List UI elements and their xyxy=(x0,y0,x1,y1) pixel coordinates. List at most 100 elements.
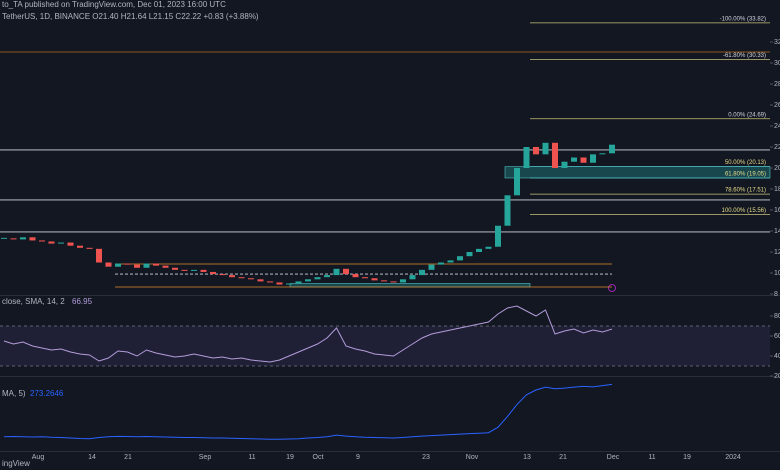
y-tick-label: 16 xyxy=(774,207,780,214)
fib-label: 100.00% (15.56) xyxy=(722,208,766,214)
candle-body xyxy=(523,147,530,168)
candle-body xyxy=(267,281,273,283)
rsi-band xyxy=(0,326,770,366)
candle-body xyxy=(400,279,406,283)
candle-body xyxy=(381,280,387,282)
candle-body xyxy=(10,238,17,240)
candle-body xyxy=(428,264,435,270)
candle-body xyxy=(504,195,511,226)
indicator-name: MA, 5) xyxy=(2,389,26,398)
rsi-name: close, SMA, 14, 2 xyxy=(2,297,65,306)
candle-body xyxy=(533,147,539,155)
fib-label: -61.80% (30.33) xyxy=(723,53,766,59)
x-tick-label: 2024 xyxy=(725,454,741,461)
x-tick-label: 11 xyxy=(648,454,655,461)
x-tick-label: Oct xyxy=(313,454,324,461)
candle-body xyxy=(552,142,558,168)
candle-body xyxy=(352,274,359,278)
x-tick-label: Dec xyxy=(607,454,620,461)
x-tick-label: 21 xyxy=(559,454,567,461)
candle-body xyxy=(124,263,131,265)
candle-body xyxy=(67,242,74,246)
candle-body xyxy=(495,225,501,247)
chart-title: to_TA published on TradingView.com, Dec … xyxy=(2,0,226,9)
candle-body xyxy=(229,275,235,278)
candle-body xyxy=(181,269,188,271)
candle-body xyxy=(134,264,140,268)
y-tick-label: 30 xyxy=(774,60,780,67)
fib-label: -100.00% (33.82) xyxy=(720,16,766,22)
candle-body xyxy=(343,268,349,275)
y-tick-label: 28 xyxy=(774,81,780,88)
rsi-value: 66.95 xyxy=(72,297,93,306)
candle-body xyxy=(77,245,83,248)
candle-body xyxy=(286,283,292,285)
indicator-line xyxy=(3,383,613,440)
x-tick-label: 19 xyxy=(286,454,294,461)
candle-body xyxy=(295,281,302,284)
y-tick-label: 24 xyxy=(774,123,780,130)
y-tick-label: 18 xyxy=(774,186,780,193)
candle-body xyxy=(48,241,55,244)
candle-body xyxy=(238,277,245,279)
candle-body xyxy=(191,269,197,271)
fib-label: 61.80% (19.05) xyxy=(725,172,766,178)
candle-body xyxy=(105,262,112,267)
candle-body xyxy=(390,281,397,283)
x-tick-label: Nov xyxy=(466,454,479,461)
x-tick-label: 23 xyxy=(422,454,430,461)
event-marker[interactable] xyxy=(608,284,616,292)
x-tick-label: 19 xyxy=(683,454,691,461)
candle-body xyxy=(305,279,311,282)
candle-body xyxy=(409,275,416,280)
rsi-tick-label: 40 xyxy=(774,353,780,360)
x-tick-label: Aug xyxy=(32,454,45,461)
candle-body xyxy=(571,157,577,162)
candle-body xyxy=(371,278,378,281)
candle-body xyxy=(419,269,425,276)
candle-body xyxy=(39,240,45,242)
y-tick-label: 14 xyxy=(774,228,780,235)
indicator-value: 273.2646 xyxy=(30,389,64,398)
fib-label: 78.60% (17.51) xyxy=(725,188,766,194)
candle-body xyxy=(438,262,444,265)
candle-body xyxy=(485,246,492,249)
candle-body xyxy=(514,168,520,196)
candle-body xyxy=(457,256,463,261)
candle-body xyxy=(200,269,207,272)
candle-body xyxy=(86,247,93,249)
candle-body xyxy=(115,263,121,267)
candle-body xyxy=(276,282,283,285)
y-tick-label: 8 xyxy=(774,291,778,298)
candle-body xyxy=(580,157,587,163)
candle-body xyxy=(58,242,64,244)
rsi-line xyxy=(3,305,613,363)
y-tick-label: 10 xyxy=(774,270,780,277)
x-tick-label: 14 xyxy=(88,454,96,461)
rsi-tick-label: 80 xyxy=(774,313,780,320)
candle-body xyxy=(96,248,102,263)
candle-body xyxy=(248,278,254,280)
y-tick-label: 32 xyxy=(774,39,780,46)
candle-body xyxy=(542,142,549,155)
candle-body xyxy=(210,271,216,275)
candle-body xyxy=(162,265,169,268)
candle-body xyxy=(609,144,615,154)
y-tick-label: 12 xyxy=(774,249,780,256)
x-tick-label: 21 xyxy=(124,454,132,461)
candle-body xyxy=(324,275,330,278)
fib-label: 0.00% (24.69) xyxy=(728,112,766,118)
candle-body xyxy=(1,237,7,239)
candle-body xyxy=(314,277,321,280)
rsi-tick-label: 60 xyxy=(774,333,780,340)
y-tick-label: 20 xyxy=(774,165,780,172)
x-tick-label: 11 xyxy=(248,454,255,461)
candle-body xyxy=(561,161,568,168)
x-tick-label: 13 xyxy=(523,454,531,461)
candle-body xyxy=(590,154,596,163)
candle-body xyxy=(20,237,26,240)
fib-label: 50.00% (20.13) xyxy=(725,160,766,166)
zone xyxy=(289,283,531,288)
candle-body xyxy=(172,267,178,270)
